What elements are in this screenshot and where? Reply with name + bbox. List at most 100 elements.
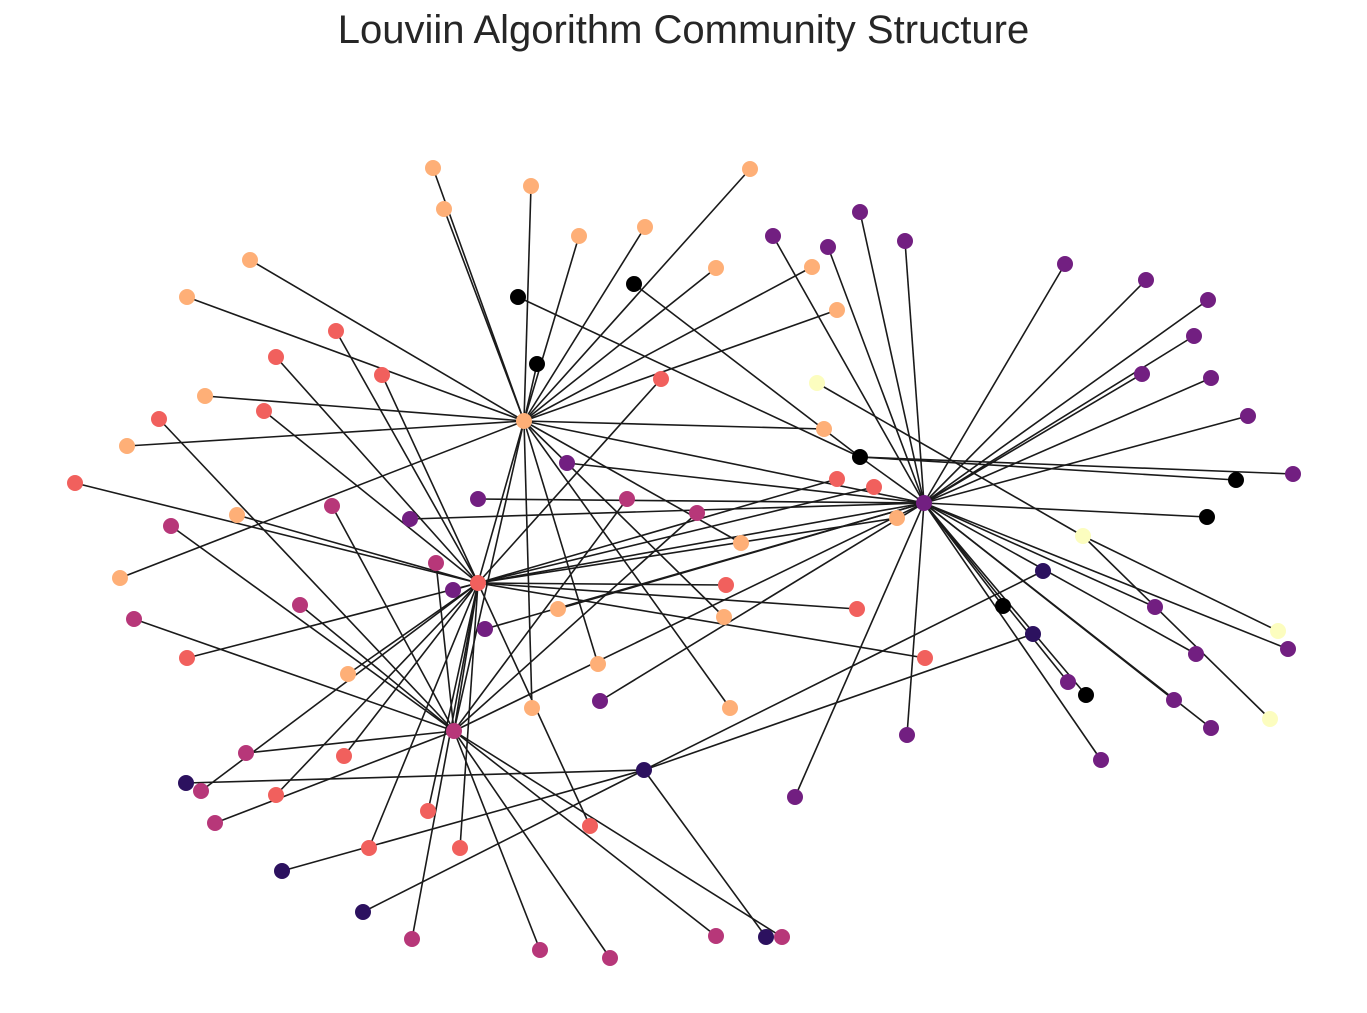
graph-edge [299,604,455,732]
graph-edge [185,769,645,784]
graph-node-salmon [256,403,272,419]
graph-node-navy [1035,563,1051,579]
graph-node-salmon [151,411,167,427]
graph-edge [794,502,925,798]
graph-edge [119,420,525,579]
graph-node-peach [829,302,845,318]
graph-node-salmon [67,475,83,491]
graph-node-purple [1093,752,1109,768]
graph-node-cream [809,375,825,391]
graph-node-navy [758,929,774,945]
graph-edge [643,633,1034,771]
graph-node-purple [787,789,803,805]
graph-edge [362,769,645,913]
graph-edge [523,226,646,422]
graph-edge [523,363,538,422]
graph-edge [923,415,1249,504]
graph-edge [453,582,479,732]
graph-node-purple [445,582,461,598]
graph-edge [427,582,479,812]
graph-node-peach [229,507,245,523]
graph-edge [411,582,479,940]
graph-node-magenta [163,518,179,534]
edge-layer [74,167,1294,959]
graph-node-magenta [193,783,209,799]
graph-edge [566,462,925,504]
graph-node-purple [402,511,418,527]
graph-node-purple [852,204,868,220]
graph-edge [477,420,525,584]
graph-node-peach [524,700,540,716]
graph-edge [453,730,717,937]
graph-node-magenta [619,491,635,507]
graph-node-peach [816,421,832,437]
graph-edge [523,420,825,430]
graph-node-black [529,356,545,372]
graph-node-black [510,289,526,305]
graph-node-magenta [428,555,444,571]
graph-node-black [1078,687,1094,703]
graph-node-peach [742,161,758,177]
graph-node-peach [340,666,356,682]
graph-edge [859,456,1237,481]
graph-node-black [1199,509,1215,525]
graph-node-purple [899,727,915,743]
graph-node-peach [889,510,905,526]
graph-node-purple [470,491,486,507]
graph-node-salmon [328,323,344,339]
graph-node-purple [559,455,575,471]
graph-edge [772,235,925,504]
graph-edge [347,582,479,675]
graph-node-magenta [532,942,548,958]
graph-edge [859,456,1294,475]
graph-node-black [995,598,1011,614]
hub-node-salmon [470,575,486,591]
hub-node-peach [516,413,532,429]
graph-edge [923,299,1209,504]
graph-edge [435,562,455,732]
graph-node-magenta [404,931,420,947]
graph-edge [275,356,479,584]
graph-edge [906,502,925,736]
graph-node-peach [716,609,732,625]
graph-edge [281,769,645,872]
graph-edge [453,420,525,732]
graph-node-salmon [420,803,436,819]
graph-edge [126,420,525,447]
graph-node-purple [1057,256,1073,272]
graph-edge [523,420,731,709]
graph-edge [904,240,925,504]
graph-edge [368,582,479,849]
graph-edge [158,418,455,732]
graph-node-purple [1203,720,1219,736]
graph-edge [859,456,925,504]
graph-edge [923,502,1208,518]
graph-edge [523,266,813,422]
graph-edge [477,486,875,584]
graph-edge [859,211,925,504]
hub-node-purple [916,495,932,511]
graph-node-magenta [292,597,308,613]
graph-node-magenta [324,498,340,514]
graph-node-purple [1147,599,1163,615]
graph-node-purple [1138,272,1154,288]
graph-node-purple [592,693,608,709]
graph-edge [523,420,742,544]
graph-node-magenta [126,611,142,627]
graph-node-salmon [718,577,734,593]
graph-edge [453,498,628,732]
graph-node-salmon [866,479,882,495]
graph-edge [409,502,925,520]
graph-node-peach [436,201,452,217]
graph-edge [1082,535,1279,632]
graph-node-peach [179,289,195,305]
graph-edge [923,502,1289,650]
graph-node-magenta [689,505,705,521]
graph-node-peach [112,570,128,586]
graph-edge [477,517,898,584]
graph-edge [245,730,455,754]
graph-edge [249,259,525,422]
graph-edge [523,420,599,665]
